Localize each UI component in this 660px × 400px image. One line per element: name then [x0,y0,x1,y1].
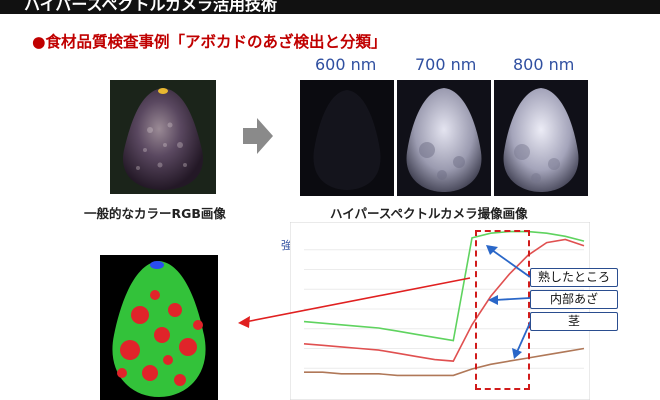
caption-hyperspectral-image: ハイパースペクトルカメラ撮像画像 [330,206,528,221]
callout-stem: 茎 [530,312,618,331]
wavelength-label-600: 600 nm [315,55,377,74]
absorption-region-highlight [475,230,530,390]
chart-frame [290,222,590,400]
wavelength-label-800: 800 nm [513,55,575,74]
right-arrow-icon [243,118,273,154]
callout-internal-bruise: 内部あざ [530,290,618,309]
banner-text: ハイパースペクトルカメラ活用技術 [24,0,277,14]
spectral-line-chart [290,222,590,400]
hyperspectral-image-800nm [494,80,588,196]
classified-avocado-image [100,255,218,400]
rgb-avocado-image [110,80,216,194]
callout-ripe-area: 熟したところ [530,268,618,287]
spectrum-series-line-3 [304,347,585,377]
hyperspectral-image-600nm [300,80,394,196]
hyperspectral-image-700nm [397,80,491,196]
spectrum-series-line-2 [303,238,585,362]
section-title: ●食材品質検査事例「アボカドのあざ検出と分類」 [32,33,387,51]
caption-rgb-image: 一般的なカラーRGB画像 [84,206,226,221]
top-banner: ハイパースペクトルカメラ活用技術 [0,0,660,14]
wavelength-label-700: 700 nm [415,55,477,74]
spectrum-series-line-1 [303,230,585,342]
